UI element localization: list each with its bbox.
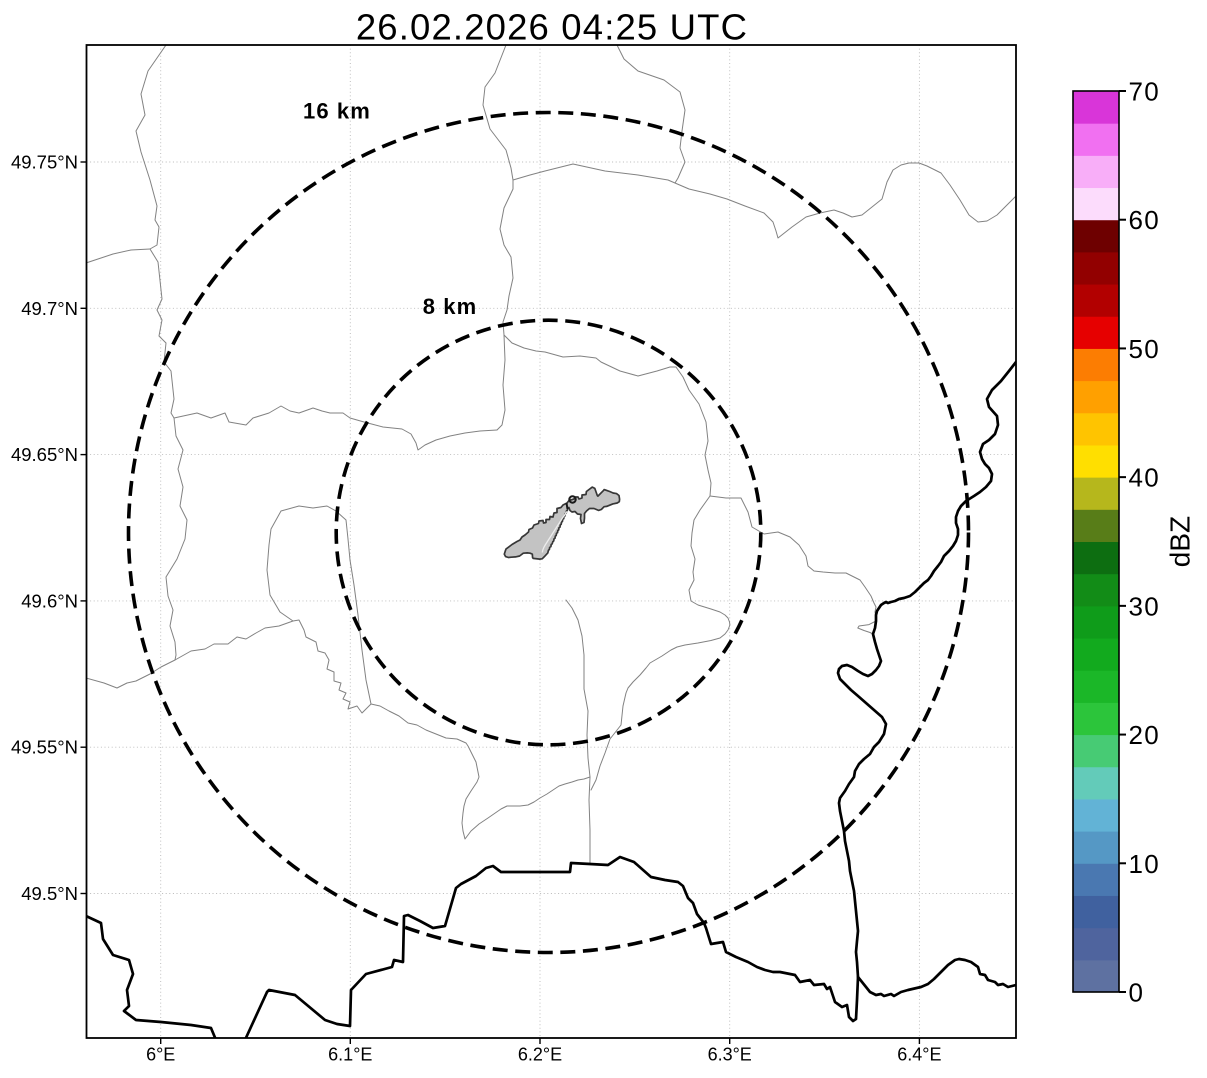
svg-text:49.5°N: 49.5°N: [21, 883, 78, 904]
svg-text:60: 60: [1129, 205, 1161, 235]
svg-text:30: 30: [1129, 591, 1161, 621]
svg-text:49.6°N: 49.6°N: [21, 590, 78, 611]
svg-text:50: 50: [1129, 334, 1161, 364]
svg-text:70: 70: [1129, 77, 1161, 107]
svg-text:20: 20: [1129, 720, 1161, 750]
svg-text:10: 10: [1129, 849, 1161, 879]
svg-text:0: 0: [1129, 978, 1145, 1008]
svg-text:6.1°E: 6.1°E: [328, 1045, 372, 1065]
svg-text:49.75°N: 49.75°N: [11, 152, 78, 173]
svg-text:6.3°E: 6.3°E: [708, 1045, 752, 1065]
svg-text:49.7°N: 49.7°N: [21, 298, 78, 319]
svg-text:8 km: 8 km: [423, 294, 478, 319]
svg-text:6°E: 6°E: [146, 1045, 175, 1065]
svg-text:dBZ: dBZ: [1165, 516, 1196, 567]
svg-text:26.02.2026 04:25 UTC: 26.02.2026 04:25 UTC: [356, 6, 748, 47]
svg-text:6.4°E: 6.4°E: [897, 1045, 941, 1065]
svg-text:16 km: 16 km: [303, 99, 371, 124]
svg-text:40: 40: [1129, 463, 1161, 493]
svg-text:49.65°N: 49.65°N: [11, 444, 78, 465]
svg-text:6.2°E: 6.2°E: [518, 1045, 562, 1065]
svg-text:49.55°N: 49.55°N: [11, 737, 78, 758]
